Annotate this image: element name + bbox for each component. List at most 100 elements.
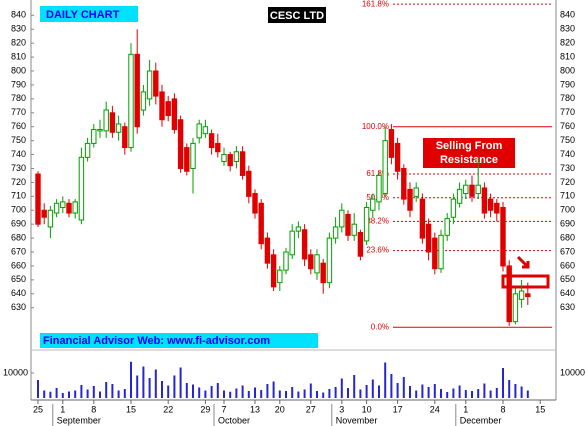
fib-label: 161.8% bbox=[362, 0, 389, 8]
y-tick-label: 770 bbox=[11, 107, 26, 117]
volume-bar bbox=[291, 387, 294, 398]
volume-bar bbox=[154, 369, 157, 398]
fib-label: 0.0% bbox=[371, 322, 389, 331]
candle-body bbox=[506, 265, 512, 323]
fib-label: 38.2% bbox=[366, 217, 389, 226]
volume-bar bbox=[37, 380, 39, 398]
volume-bar bbox=[117, 390, 120, 398]
volume-bar bbox=[235, 388, 238, 398]
volume-bar bbox=[241, 385, 244, 398]
volume-bar bbox=[495, 388, 498, 398]
candle-body bbox=[469, 184, 475, 197]
volume-bar bbox=[254, 387, 256, 398]
candle-body bbox=[432, 237, 438, 270]
y-tick-label: 790 bbox=[11, 79, 26, 89]
candle-body bbox=[444, 218, 450, 236]
volume-bar bbox=[148, 378, 151, 398]
x-tick-label: 27 bbox=[306, 404, 316, 414]
candle-body bbox=[270, 254, 277, 288]
volume-bar bbox=[402, 377, 405, 398]
y-tick-label: 660 bbox=[11, 260, 26, 270]
fib-label: 61.8% bbox=[366, 169, 389, 178]
candle-body bbox=[413, 187, 419, 197]
volume-bar bbox=[340, 378, 343, 398]
y-tick-label-right: 830 bbox=[560, 24, 575, 34]
candle-body bbox=[425, 223, 432, 253]
x-tick-label: 10 bbox=[362, 404, 372, 414]
volume-bar bbox=[49, 391, 52, 398]
volume-bar bbox=[328, 389, 331, 398]
y-tick-label-right: 720 bbox=[560, 177, 575, 187]
y-tick-label-right: 750 bbox=[560, 135, 575, 145]
candle-body bbox=[60, 201, 66, 208]
month-label: December bbox=[460, 415, 502, 425]
volume-bar bbox=[123, 389, 126, 398]
volume-bar bbox=[334, 387, 337, 398]
candle-body bbox=[146, 70, 153, 100]
x-tick-label: 1 bbox=[60, 404, 65, 414]
y-tick-label-right: 730 bbox=[560, 163, 575, 173]
volume-bar bbox=[347, 388, 349, 398]
volume-bar bbox=[297, 391, 300, 398]
volume-bar bbox=[433, 384, 436, 398]
candle-body bbox=[41, 209, 47, 218]
candle-body bbox=[301, 229, 308, 260]
candle-body bbox=[122, 126, 128, 149]
volume-bar bbox=[316, 391, 318, 398]
candle-body bbox=[252, 193, 258, 214]
footer-box bbox=[40, 333, 318, 348]
y-tick-label-right: 800 bbox=[560, 65, 575, 75]
x-tick-label: 29 bbox=[200, 404, 210, 414]
y-tick-label: 780 bbox=[11, 93, 26, 103]
candle-body bbox=[407, 188, 413, 211]
candle-body bbox=[283, 251, 289, 271]
y-tick-label: 820 bbox=[11, 38, 26, 48]
volume-bar bbox=[99, 391, 101, 398]
volume-bar bbox=[216, 383, 219, 398]
candle-body bbox=[190, 142, 196, 169]
fib-label: 23.6% bbox=[366, 246, 389, 255]
volume-bar bbox=[309, 383, 312, 398]
subtitle-box bbox=[40, 6, 138, 22]
y-tick-label: 720 bbox=[11, 177, 26, 187]
candle-body bbox=[339, 209, 345, 228]
volume-bar bbox=[204, 390, 207, 398]
candle-body bbox=[518, 290, 525, 300]
volume-bar bbox=[247, 391, 250, 398]
candle-body bbox=[258, 202, 264, 245]
candle-body bbox=[91, 128, 97, 144]
volume-bar bbox=[458, 385, 461, 398]
candle-body bbox=[84, 142, 91, 158]
volume-bar bbox=[111, 384, 114, 398]
volume-bar bbox=[415, 390, 418, 398]
volume-bar bbox=[440, 389, 442, 398]
volume-bar bbox=[526, 390, 529, 398]
y-tick-label: 730 bbox=[11, 163, 26, 173]
candle-body bbox=[264, 237, 271, 264]
y-tick-label-right: 820 bbox=[560, 38, 575, 48]
candle-body bbox=[134, 53, 140, 128]
candle-body bbox=[376, 174, 382, 203]
y-tick-label-right: 690 bbox=[560, 219, 575, 229]
candle-body bbox=[481, 187, 488, 214]
y-tick-label-right: 700 bbox=[560, 205, 575, 215]
volume-bar bbox=[68, 391, 70, 398]
volume-bar bbox=[167, 385, 170, 398]
candle-body bbox=[78, 156, 85, 221]
y-tick-label-right: 780 bbox=[560, 93, 575, 103]
y-tick-label-right: 640 bbox=[560, 288, 575, 298]
candle-body bbox=[115, 123, 122, 133]
candle-body bbox=[487, 198, 494, 211]
candle-body bbox=[314, 254, 320, 274]
candle-body bbox=[419, 198, 426, 239]
month-label: November bbox=[336, 415, 378, 425]
candle-body bbox=[215, 142, 221, 153]
volume-bar bbox=[378, 385, 380, 398]
volume-bar bbox=[409, 386, 411, 398]
candle-body bbox=[438, 234, 444, 270]
footer: Financial Advisor Web: www.fi-advisor.co… bbox=[43, 335, 270, 347]
volume-bar bbox=[61, 393, 64, 398]
y-tick-label-right: 790 bbox=[560, 79, 575, 89]
volume-bar bbox=[198, 387, 201, 398]
